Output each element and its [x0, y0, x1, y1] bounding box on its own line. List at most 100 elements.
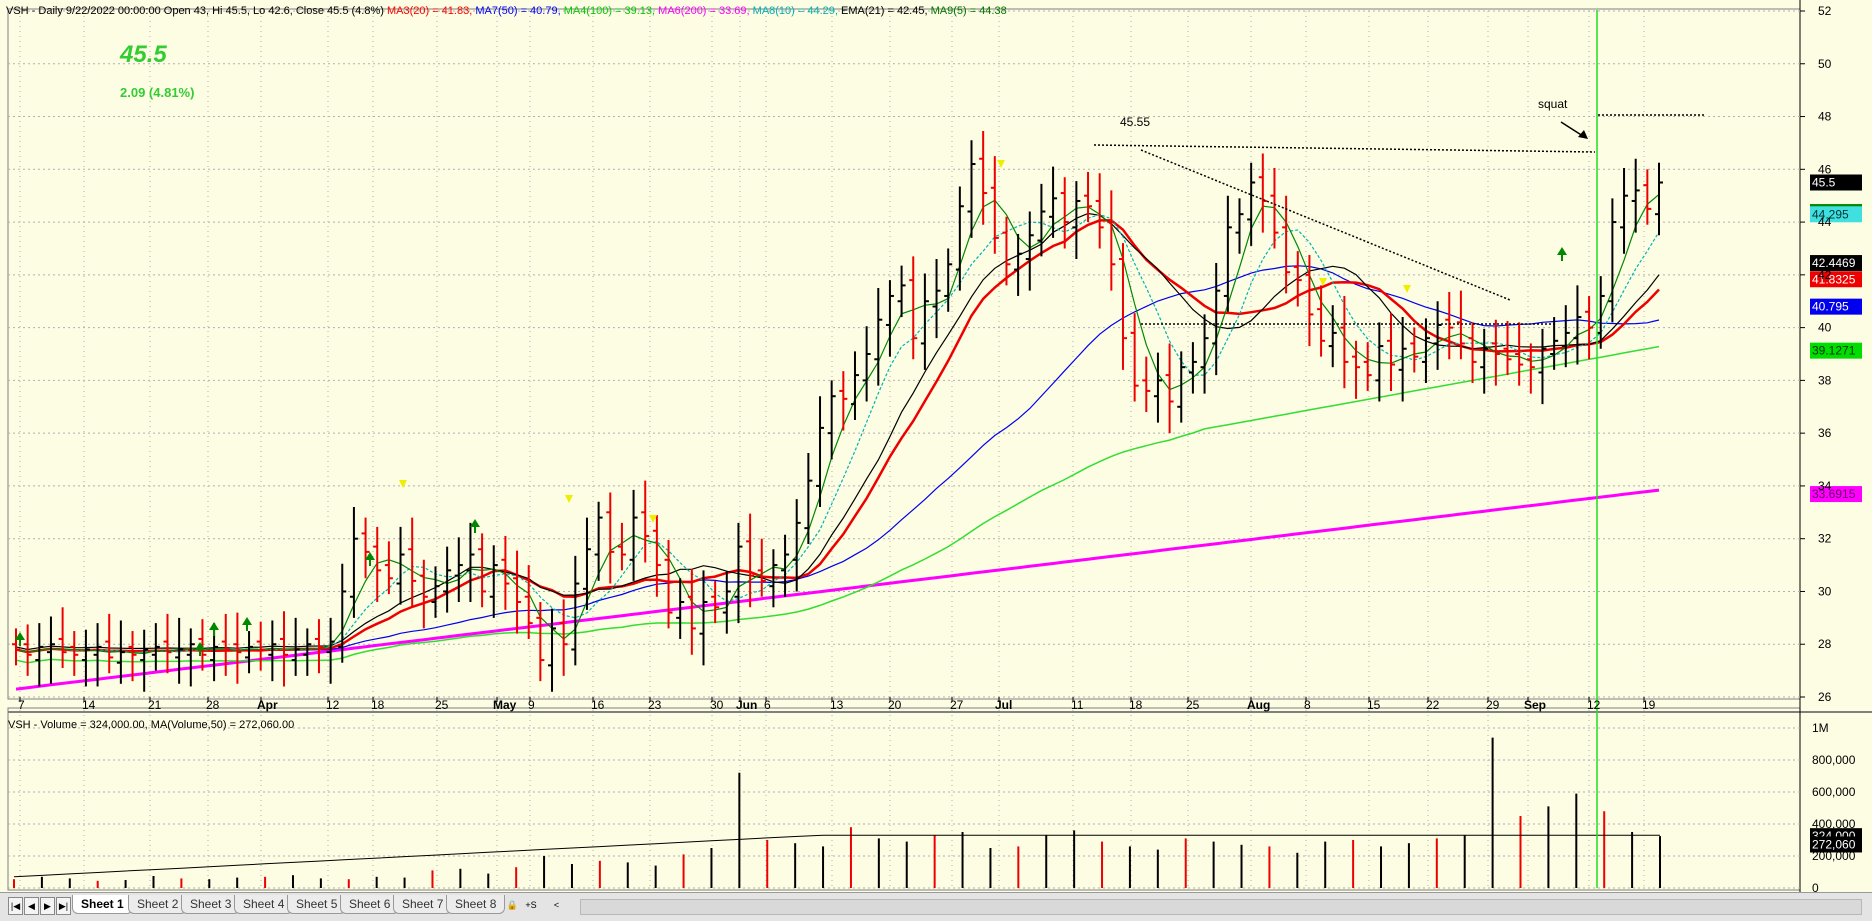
ma-legend-item: MA4(100) = 39.13, [564, 5, 658, 17]
tab-sheet-4[interactable]: Sheet 4 [234, 895, 294, 914]
price-tick-label: 46 [1818, 162, 1832, 176]
last-sheet-button[interactable]: ▶| [56, 897, 71, 915]
yellow-marker-icon [565, 495, 573, 503]
date-label: 27 [950, 698, 964, 712]
price-badge [1810, 298, 1862, 315]
next-sheet-button[interactable]: ▶ [40, 897, 55, 915]
price-badge [1810, 342, 1862, 359]
price-tick-label: 50 [1818, 57, 1832, 71]
date-label: Sep [1524, 698, 1546, 712]
add-sheet-icon[interactable]: +S [525, 900, 537, 910]
squat-label: squat [1538, 97, 1568, 111]
date-label: 20 [888, 698, 902, 712]
volume-badge [1810, 836, 1862, 853]
horizontal-scrollbar[interactable] [580, 899, 1862, 915]
price-badge [1810, 255, 1862, 272]
ma-legend-item: MA9(5) = 44.38 [931, 5, 1007, 17]
tab-sheet-2[interactable]: Sheet 2 [128, 895, 188, 914]
buy-arrow-icon [470, 519, 480, 527]
buy-arrow-icon [209, 622, 219, 630]
date-label: 28 [206, 698, 220, 712]
date-label: 22 [1426, 698, 1440, 712]
date-label: 7 [18, 698, 25, 712]
date-label: Aug [1247, 698, 1270, 712]
date-label: 14 [82, 698, 96, 712]
date-label: 9 [528, 698, 535, 712]
price-tick-label: 52 [1818, 4, 1832, 18]
date-label: May [493, 698, 517, 712]
volume-tick-label: 200,000 [1812, 849, 1856, 863]
tab-sheet-7[interactable]: Sheet 7 [393, 895, 453, 914]
price-badge-label: 39.1271 [1812, 344, 1856, 358]
yellow-marker-icon [1403, 285, 1411, 293]
scroll-left-icon[interactable]: < [553, 900, 560, 910]
price-tick-label: 44 [1818, 215, 1832, 229]
date-label: 29 [1486, 698, 1500, 712]
volume-tick-label: 0 [1812, 881, 1819, 892]
ma-legend-item: MA6(200) = 33.69, [658, 5, 752, 17]
date-label: 8 [1304, 698, 1311, 712]
price-tick-label: 28 [1818, 637, 1832, 651]
ma-legend-item: MA3(20) = 41.83, [387, 5, 475, 17]
big-price: 45.5 [119, 41, 167, 68]
price-tick-label: 34 [1818, 479, 1832, 493]
date-label: 15 [1367, 698, 1381, 712]
price-tick-label: 26 [1818, 690, 1832, 704]
prev-sheet-button[interactable]: ◀ [24, 897, 39, 915]
date-label: 19 [1642, 698, 1656, 712]
yellow-marker-icon [649, 515, 657, 523]
yellow-marker-icon [1319, 278, 1327, 286]
ma8-10-line [15, 213, 1660, 654]
volume-tick-label: 400,000 [1812, 817, 1856, 831]
price-badge [1810, 271, 1862, 288]
date-label: 25 [435, 698, 449, 712]
ma4-100-line [15, 345, 1660, 664]
price-badge-label: 45.5 [1812, 176, 1836, 190]
ma-legend-item: EMA(21) = 42.45, [841, 5, 931, 17]
first-sheet-button[interactable]: |◀ [8, 897, 23, 915]
date-label: 12 [326, 698, 340, 712]
price-tick-label: 32 [1818, 532, 1832, 546]
date-label: 21 [148, 698, 162, 712]
date-label: 11 [1071, 698, 1084, 712]
buy-arrow-icon [195, 642, 205, 650]
tab-sheet-3[interactable]: Sheet 3 [181, 895, 241, 914]
price-volume-chart[interactable]: 45.55 squat VSH - Daily 9/22/2022 00:00:00… [0, 0, 1872, 895]
price-badge [1810, 206, 1862, 223]
date-label: 18 [1129, 698, 1143, 712]
squat-arrow-head [1578, 130, 1588, 139]
price-badge-label: 33.6915 [1812, 487, 1856, 501]
date-label: 13 [830, 698, 844, 712]
tab-sheet-1[interactable]: Sheet 1 [72, 895, 133, 914]
volume-tick-label: 600,000 [1812, 785, 1856, 799]
buy-arrow-icon [365, 552, 375, 560]
volume-ma-line [13, 834, 1660, 878]
volume-badge-label: 272,060 [1812, 837, 1856, 851]
resistance-line [1093, 144, 1596, 153]
buy-arrow-icon [1557, 247, 1567, 255]
price-change: 2.09 (4.81%) [120, 85, 194, 100]
lock-icon[interactable]: 🔒 [506, 900, 519, 910]
ma-legend-item: MA7(50) = 40.79, [475, 5, 563, 17]
price-tick-label: 38 [1818, 373, 1832, 387]
date-label: 6 [764, 698, 771, 712]
buy-arrow-icon [15, 632, 25, 640]
yellow-marker-icon [399, 480, 407, 488]
price-tick-label: 42 [1818, 268, 1832, 282]
ema-21-line [15, 212, 1660, 651]
price-badge [1810, 174, 1862, 191]
date-label: Apr [257, 698, 278, 712]
volume-tick-label: 800,000 [1812, 753, 1856, 767]
price-badge-label: 40.795 [1812, 300, 1849, 314]
tab-sheet-6[interactable]: Sheet 6 [340, 895, 400, 914]
price-tick-label: 48 [1818, 110, 1832, 124]
date-label: 30 [710, 698, 724, 712]
date-label: 23 [648, 698, 662, 712]
tab-sheet-8[interactable]: Sheet 8 [446, 895, 506, 914]
price-tick-label: 40 [1818, 321, 1832, 335]
price-tick-label: 36 [1818, 426, 1832, 440]
volume-header: VSH - Volume = 324,000.00, MA(Volume,50)… [8, 719, 294, 731]
tab-sheet-5[interactable]: Sheet 5 [287, 895, 347, 914]
date-label: 12 [1587, 698, 1601, 712]
